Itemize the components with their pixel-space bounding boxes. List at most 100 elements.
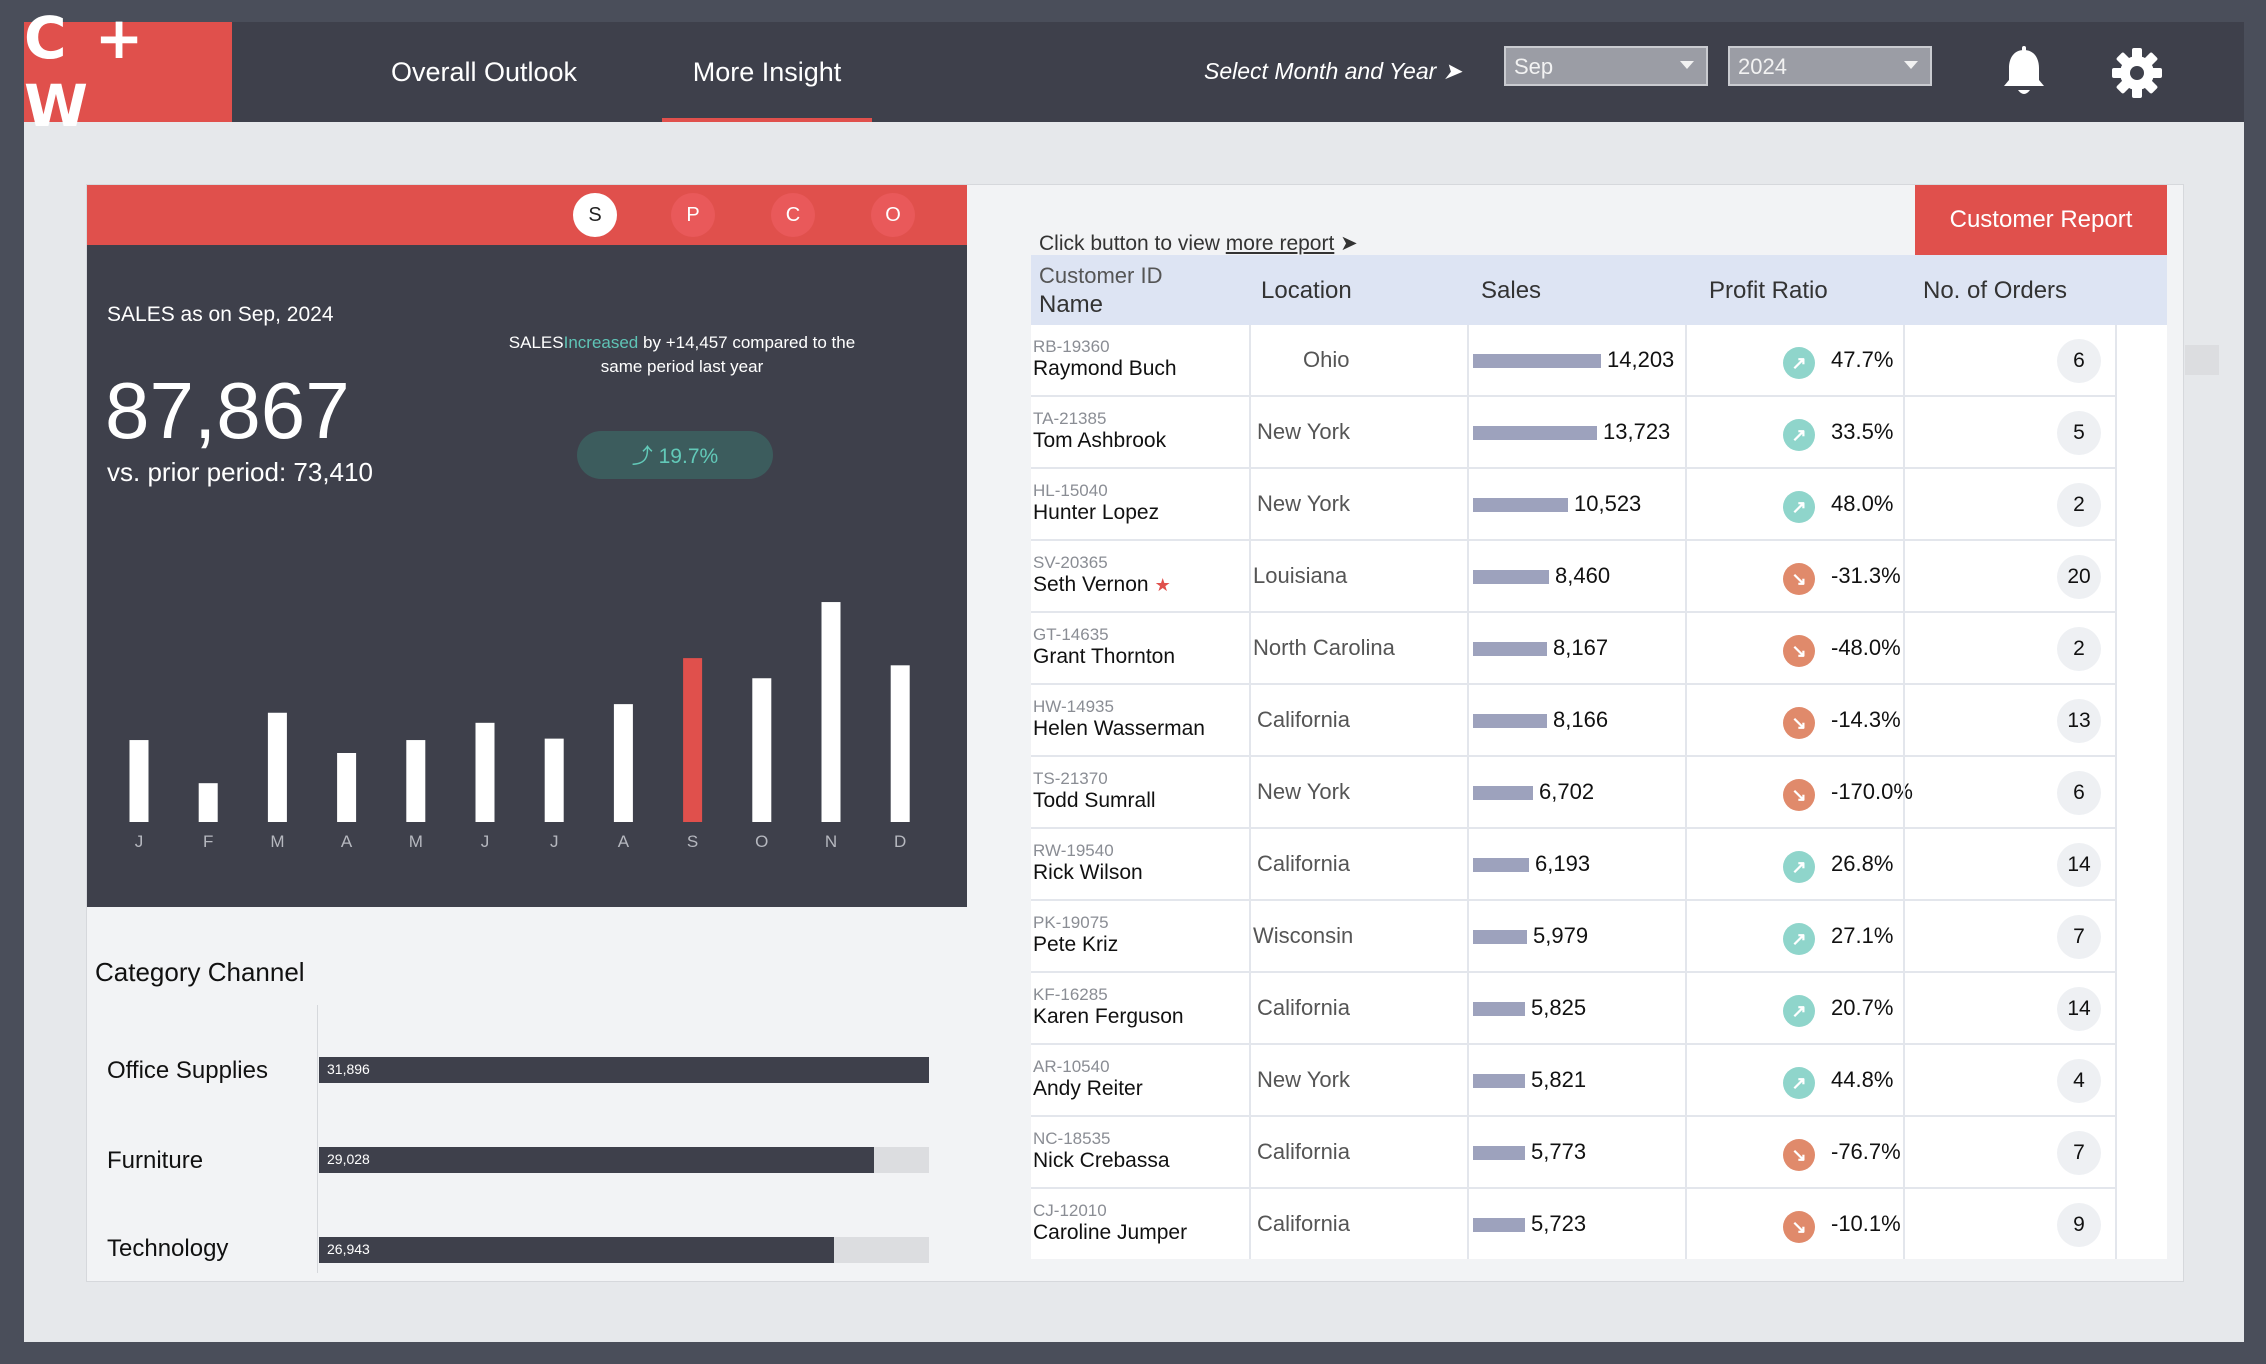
chart-bar[interactable] — [613, 704, 633, 822]
customer-name-text: Pete Kriz — [1033, 933, 1119, 956]
customer-location: California — [1257, 1139, 1350, 1164]
column-divider — [1685, 757, 1687, 829]
table-row[interactable]: TS-21370 Todd Sumrall New York 6,702 ↘ -170.0… — [1031, 757, 2117, 829]
chart-tick-label: F — [203, 832, 213, 851]
column-header-orders[interactable]: No. of Orders — [1923, 277, 2068, 304]
trend-up-icon: ↗ — [1783, 1067, 1815, 1099]
table-row[interactable]: SV-20365 Seth Vernon ★ Louisiana 8,460 ↘ -31.3… — [1031, 541, 2117, 613]
column-divider — [2115, 613, 2117, 685]
column-divider — [2115, 685, 2117, 757]
orders-count: 14 — [2057, 843, 2101, 887]
trend-up-icon: ↗ — [1783, 995, 1815, 1027]
chart-bar[interactable] — [475, 722, 495, 822]
chart-bar[interactable] — [683, 658, 703, 822]
column-divider — [1467, 685, 1469, 757]
column-divider — [1903, 613, 1905, 685]
customer-location: New York — [1257, 779, 1350, 804]
metric-pill-customers[interactable]: C — [771, 193, 815, 237]
sales-value: 5,825 — [1531, 995, 1587, 1020]
table-row[interactable]: HL-15040 Hunter Lopez New York 10,523 ↗ 48.0%… — [1031, 469, 2117, 541]
tab-more-insight[interactable]: More Insight — [692, 56, 842, 87]
customer-id: NC-18535 — [1033, 1129, 1111, 1148]
table-row[interactable]: CJ-12010 Caroline Jumper California 5,723 ↘ -… — [1031, 1189, 2117, 1259]
gear-icon[interactable] — [2110, 46, 2164, 100]
customer-name-text: Nick Crebassa — [1033, 1149, 1170, 1172]
column-divider — [1685, 973, 1687, 1045]
table-row[interactable]: RW-19540 Rick Wilson California 6,193 ↗ 26.8%… — [1031, 829, 2117, 901]
sales-bar — [1473, 1074, 1525, 1088]
column-header-location[interactable]: Location — [1261, 277, 1352, 304]
chart-bar[interactable] — [544, 738, 564, 822]
column-divider — [1249, 613, 1251, 685]
customer-location: North Carolina — [1253, 635, 1395, 660]
customer-id: RB-19360 — [1033, 337, 1110, 356]
column-divider — [1903, 469, 1905, 541]
column-header-sales[interactable]: Sales — [1481, 277, 1542, 304]
column-header-name[interactable]: Name — [1039, 291, 1104, 318]
year-dropdown[interactable]: 2024 — [1728, 46, 1932, 86]
table-scrollbar-thumb[interactable] — [2185, 345, 2219, 375]
profit-ratio-value: 33.5% — [1831, 419, 1894, 444]
sales-value: 8,460 — [1555, 563, 1611, 588]
sales-bar — [1473, 426, 1597, 440]
chart-bar[interactable] — [752, 678, 772, 822]
profit-ratio-value: -31.3% — [1831, 563, 1901, 588]
sales-value: 5,821 — [1531, 1067, 1587, 1092]
table-row[interactable]: KF-16285 Karen Ferguson California 5,825 ↗ 20… — [1031, 973, 2117, 1045]
customer-name: Grant Thornton — [1033, 645, 1181, 669]
chart-bar[interactable] — [821, 602, 841, 822]
orders-count: 13 — [2057, 699, 2101, 743]
customer-id: AR-10540 — [1033, 1057, 1110, 1076]
chevron-down-icon — [1680, 61, 1694, 69]
chart-tick-label: N — [825, 832, 837, 851]
column-divider — [2115, 1117, 2117, 1189]
chart-bar[interactable] — [337, 753, 357, 822]
metric-pill-orders[interactable]: O — [871, 193, 915, 237]
table-row[interactable]: NC-18535 Nick Crebassa California 5,773 ↘ -76… — [1031, 1117, 2117, 1189]
chart-bar[interactable] — [198, 783, 218, 822]
column-header-customer-id[interactable]: Customer ID — [1039, 263, 1163, 288]
more-report-link[interactable]: more report — [1225, 232, 1335, 255]
column-divider — [1467, 1045, 1469, 1117]
customer-location: Louisiana — [1253, 563, 1348, 588]
table-row[interactable]: TA-21385 Tom Ashbrook New York 13,723 ↗ 33.5%… — [1031, 397, 2117, 469]
sales-value: 14,203 — [1607, 347, 1675, 372]
orders-count: 2 — [2057, 483, 2101, 527]
column-divider — [1685, 325, 1687, 397]
chart-bar[interactable] — [267, 712, 287, 822]
chart-tick-label: M — [270, 832, 284, 851]
table-row[interactable]: HW-14935 Helen Wasserman California 8,166 ↘ -… — [1031, 685, 2117, 757]
customer-name-text: Grant Thornton — [1033, 645, 1176, 668]
comparison-status: Increased — [563, 333, 639, 352]
column-divider — [1249, 757, 1251, 829]
column-divider — [1903, 325, 1905, 397]
column-divider — [1249, 829, 1251, 901]
sales-value: 5,979 — [1533, 923, 1589, 948]
chart-bar[interactable] — [890, 665, 910, 822]
tab-overall-outlook[interactable]: Overall Outlook — [390, 56, 578, 87]
customer-location: Wisconsin — [1253, 923, 1354, 948]
category-divider — [317, 1005, 318, 1273]
customer-report-button[interactable]: Customer Report — [1915, 185, 2167, 255]
orders-count: 4 — [2057, 1059, 2101, 1103]
column-divider — [1903, 901, 1905, 973]
month-dropdown[interactable]: Sep — [1504, 46, 1708, 86]
table-row[interactable]: RB-19360 Raymond Buch Ohio 14,203 ↗ 47.7% 6 — [1031, 325, 2117, 397]
chart-bar[interactable] — [406, 740, 426, 822]
category-bar-value: 31,896 — [327, 1061, 370, 1077]
table-row[interactable]: AR-10540 Andy Reiter New York 5,821 ↗ 44.8% 4 — [1031, 1045, 2117, 1117]
customer-table-body[interactable]: RB-19360 Raymond Buch Ohio 14,203 ↗ 47.7% 6 TA-… — [1031, 325, 2167, 1259]
trend-down-icon: ↘ — [1783, 563, 1815, 595]
metric-pill-profit[interactable]: P — [671, 193, 715, 237]
bell-icon[interactable] — [1999, 46, 2049, 100]
category-bar-office-supplies: 31,896 — [319, 1057, 929, 1083]
column-header-profit-ratio[interactable]: Profit Ratio — [1709, 277, 1828, 304]
select-month-year-label: Select Month and Year ➤ — [1204, 58, 1462, 84]
table-row[interactable]: GT-14635 Grant Thornton North Carolina 8,16… — [1031, 613, 2117, 685]
brand-logo[interactable]: C + W — [24, 4, 232, 140]
chart-bar[interactable] — [129, 740, 149, 822]
table-row[interactable]: PK-19075 Pete Kriz Wisconsin 5,979 ↗ 27.1% 7 — [1031, 901, 2117, 973]
metric-pill-sales[interactable]: S — [573, 193, 617, 237]
sales-value: 13,723 — [1603, 419, 1671, 444]
category-bar-fill — [319, 1057, 929, 1083]
